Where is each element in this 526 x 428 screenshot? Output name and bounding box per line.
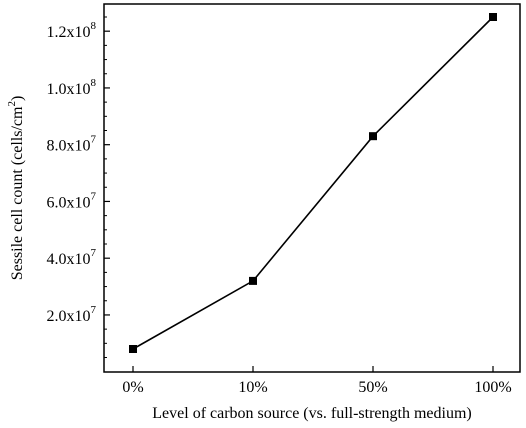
y-tick-label: 4.0x107 (47, 247, 97, 268)
x-tick-label: 10% (238, 379, 267, 396)
y-axis-title: Sessile cell count (cells/cm2) (6, 96, 26, 281)
x-tick-label: 100% (474, 379, 511, 396)
y-tick-label: 1.2x108 (47, 20, 97, 41)
plot-frame (103, 3, 521, 373)
y-axis-title-end: ) (9, 96, 26, 101)
y-tick-label: 6.0x107 (47, 190, 97, 211)
data-point-marker (369, 132, 377, 141)
x-tick-label: 0% (122, 379, 143, 396)
data-point-marker (129, 345, 137, 353)
series-line (132, 16, 494, 350)
x-tick-label: 50% (358, 379, 387, 396)
data-point-marker (489, 13, 497, 21)
y-axis-title-superscript: 2 (6, 101, 18, 107)
y-tick-label: 8.0x107 (47, 134, 97, 155)
y-tick-label: 1.0x108 (47, 77, 97, 98)
y-axis-ticks: 2.0x107 4.0x107 6.0x107 8.0x107 1.0x108 1.2x1… (47, 16, 110, 359)
data-point-marker (249, 276, 257, 285)
y-tick-label: 2.0x107 (47, 304, 97, 325)
x-axis-ticks: 0% 10% 50% 100% (122, 366, 512, 396)
data-series (129, 13, 497, 353)
x-axis-title: Level of carbon source (vs. full-strengt… (152, 405, 471, 422)
y-axis-title-main: Sessile cell count (cells/cm (9, 106, 26, 280)
